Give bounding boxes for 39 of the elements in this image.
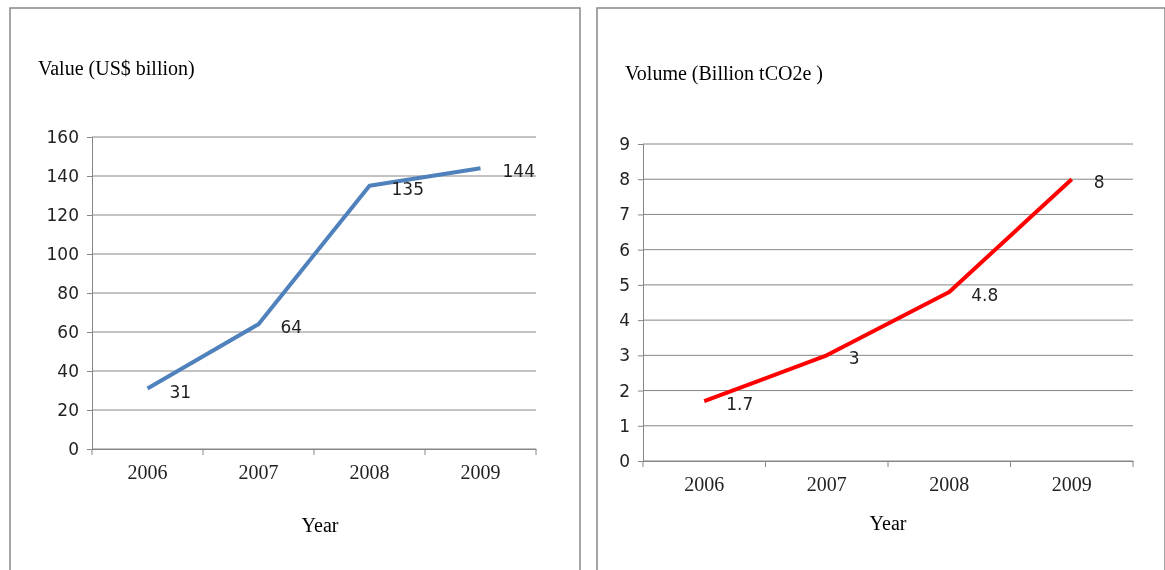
data-label: 8: [1093, 172, 1105, 193]
y-tick-label: 9: [619, 133, 630, 154]
x-tick-label: 2006: [684, 473, 725, 496]
data-label: 31: [169, 381, 192, 402]
y-tick-label: 140: [46, 165, 79, 186]
data-label: 4.8: [971, 284, 999, 305]
chart-title: Value (US$ billion): [38, 57, 195, 80]
y-tick-label: 6: [619, 239, 630, 260]
y-tick-label: 100: [46, 243, 79, 264]
data-label: 1.7: [726, 394, 754, 415]
y-tick-label: 8: [619, 169, 630, 190]
y-tick-label: 2: [619, 380, 630, 401]
chart-title: Volume (Billion tCO2e ): [625, 62, 823, 85]
x-tick-label: 2007: [806, 473, 847, 496]
y-tick-label: 7: [619, 204, 630, 225]
data-label: 135: [391, 178, 424, 199]
y-tick-label: 5: [619, 274, 630, 295]
x-tick-label: 2006: [127, 461, 168, 484]
x-tick-label: 2009: [1051, 473, 1092, 496]
y-tick-label: 20: [57, 399, 79, 420]
data-label: 3: [848, 348, 860, 369]
y-tick-label: 160: [46, 126, 79, 147]
y-tick-label: 4: [619, 310, 630, 331]
y-tick-label: 40: [57, 360, 79, 381]
data-label: 144: [502, 161, 535, 182]
y-tick-label: 0: [68, 438, 79, 459]
x-axis-title: Year: [301, 514, 339, 536]
x-axis-title: Year: [869, 512, 907, 534]
y-tick-label: 3: [619, 345, 630, 366]
y-tick-label: 120: [46, 204, 79, 225]
y-tick-label: 80: [57, 282, 79, 303]
x-tick-label: 2008: [349, 461, 390, 484]
x-tick-label: 2009: [460, 461, 501, 484]
data-label: 64: [280, 317, 303, 338]
y-tick-label: 1: [619, 415, 630, 436]
x-tick-label: 2008: [929, 473, 970, 496]
y-tick-label: 0: [619, 450, 630, 471]
y-tick-label: 60: [57, 321, 79, 342]
x-tick-label: 2007: [238, 461, 279, 484]
